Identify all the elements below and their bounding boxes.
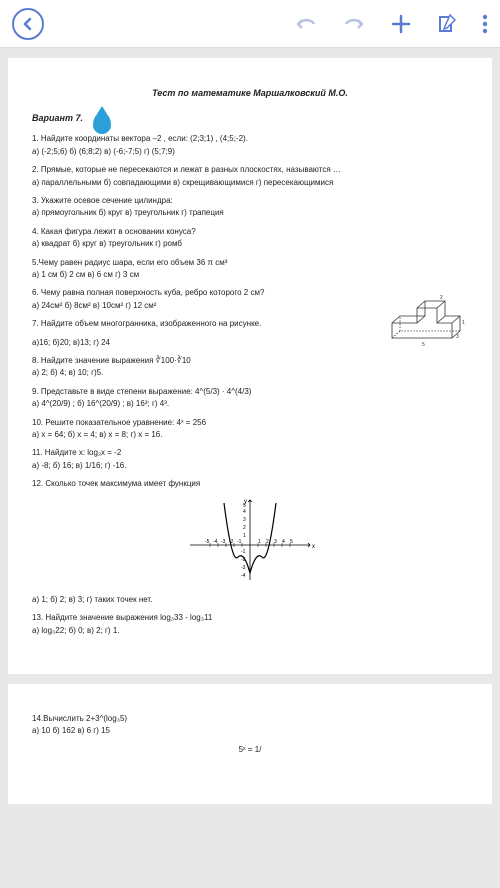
svg-text:4: 4 <box>243 509 246 515</box>
question-1: 1. Найдите координаты вектора –2 , если:… <box>32 134 468 157</box>
q14-text: 14.Вычислить 2+3^(log₃5) <box>32 714 468 724</box>
svg-text:2: 2 <box>440 295 443 301</box>
svg-text:x: x <box>312 544 315 550</box>
question-10: 10. Решите показательное уравнение: 4ˣ =… <box>32 418 468 441</box>
q4-options: а) квадрат б) круг в) треугольник г) ром… <box>32 239 468 249</box>
q9-options: а) 4^(20/9) ; б) 16^(20/9) ; в) 16³; г) … <box>32 399 468 409</box>
question-15-partial: 5ˣ = 1/ <box>32 745 468 755</box>
toolbar-left <box>12 8 44 40</box>
svg-text:-4: -4 <box>213 539 218 545</box>
svg-text:3: 3 <box>274 539 277 545</box>
question-3: 3. Укажите осевое сечение цилиндра: а) п… <box>32 196 468 219</box>
graph-container: x y -5-4-3-2-1 12345 12345 -1-2-3-4 <box>32 495 468 588</box>
q13-options: а) log₃22; б) 0; в) 2; г) 1. <box>32 626 468 636</box>
variant-label: Вариант 7. <box>32 113 83 125</box>
svg-text:5: 5 <box>290 539 293 545</box>
svg-text:1: 1 <box>243 533 246 539</box>
q8-options: а) 2; б) 4; в) 10; г)5. <box>32 368 468 378</box>
q1-options: а) (-2;5;6) б) (6;8;2) в) (-6;-7;5) г) (… <box>32 147 468 157</box>
svg-text:5: 5 <box>243 503 246 509</box>
q1-text: 1. Найдите координаты вектора –2 , если:… <box>32 134 468 144</box>
q12-options: а) 1; б) 2; в) 3; г) таких точек нет. <box>32 595 468 605</box>
toolbar <box>0 0 500 48</box>
svg-text:1: 1 <box>258 539 261 545</box>
more-icon[interactable] <box>482 13 488 35</box>
svg-text:2: 2 <box>243 525 246 531</box>
svg-text:4: 4 <box>282 539 285 545</box>
svg-text:-1: -1 <box>241 549 246 555</box>
q14-options: а) 10 б) 162 в) 6 г) 15 <box>32 726 468 736</box>
toolbar-right <box>294 13 488 35</box>
svg-text:1: 1 <box>462 320 465 326</box>
variant-row: Вариант 7. <box>32 108 468 135</box>
svg-text:-3: -3 <box>221 539 226 545</box>
question-8: 8. Найдите значение выражения ∛100·∛10 а… <box>32 356 468 379</box>
q4-text: 4. Какая фигура лежит в основании конуса… <box>32 227 468 237</box>
question-9: 9. Представьте в виде степени выражение:… <box>32 387 468 410</box>
svg-text:-3: -3 <box>241 565 246 571</box>
q3-text: 3. Укажите осевое сечение цилиндра: <box>32 196 468 206</box>
q15-text: 5ˣ = 1/ <box>239 745 262 754</box>
question-13: 13. Найдите значение выражения log₃33 - … <box>32 613 468 636</box>
question-5: 5.Чему равен радиус шара, если его объем… <box>32 258 468 281</box>
chevron-left-icon <box>22 17 34 31</box>
q9-text: 9. Представьте в виде степени выражение:… <box>32 387 468 397</box>
q5-options: а) 1 см б) 2 см в) 6 см г) 3 см <box>32 270 468 280</box>
question-14: 14.Вычислить 2+3^(log₃5) а) 10 б) 162 в)… <box>32 714 468 737</box>
back-button[interactable] <box>12 8 44 40</box>
question-12: 12. Сколько точек максимума имеет функци… <box>32 479 468 605</box>
q2-text: 2. Прямые, которые не пересекаются и леж… <box>32 165 468 175</box>
document-page-1: Тест по математике Маршалковский М.О. Ва… <box>8 58 492 674</box>
edit-icon[interactable] <box>436 13 458 35</box>
svg-text:3: 3 <box>456 334 459 340</box>
svg-text:-5: -5 <box>205 539 210 545</box>
marker-icon <box>93 112 111 134</box>
svg-text:3: 3 <box>243 517 246 523</box>
svg-text:2: 2 <box>266 539 269 545</box>
question-2: 2. Прямые, которые не пересекаются и леж… <box>32 165 468 188</box>
doc-title: Тест по математике Маршалковский М.О. <box>32 88 468 100</box>
function-graph: x y -5-4-3-2-1 12345 12345 -1-2-3-4 <box>180 495 320 585</box>
question-4: 4. Какая фигура лежит в основании конуса… <box>32 227 468 250</box>
plus-icon[interactable] <box>390 13 412 35</box>
question-11: 11. Найдите x: log₂x = -2 а) -8; б) 16; … <box>32 448 468 471</box>
document-page-2: 14.Вычислить 2+3^(log₃5) а) 10 б) 162 в)… <box>8 684 492 804</box>
redo-icon[interactable] <box>342 14 366 34</box>
polyhedron-diagram: 2 1 3 5 <box>382 288 472 358</box>
q11-text: 11. Найдите x: log₂x = -2 <box>32 448 468 458</box>
svg-text:-1: -1 <box>237 539 242 545</box>
q10-options: а) x = 64; б) x = 4; в) x = 8; г) x = 16… <box>32 430 468 440</box>
q11-options: а) -8; б) 16; в) 1/16; г) -16. <box>32 461 468 471</box>
svg-text:5: 5 <box>422 342 425 348</box>
q3-options: а) прямоугольник б) круг в) треугольник … <box>32 208 468 218</box>
q13-text: 13. Найдите значение выражения log₃33 - … <box>32 613 468 623</box>
q2-options: а) параллельными б) совпадающими в) скре… <box>32 178 468 188</box>
svg-text:-4: -4 <box>241 573 246 579</box>
undo-icon[interactable] <box>294 14 318 34</box>
q5-text: 5.Чему равен радиус шара, если его объем… <box>32 258 468 268</box>
q10-text: 10. Решите показательное уравнение: 4ˣ =… <box>32 418 468 428</box>
q12-text: 12. Сколько точек максимума имеет функци… <box>32 479 468 489</box>
